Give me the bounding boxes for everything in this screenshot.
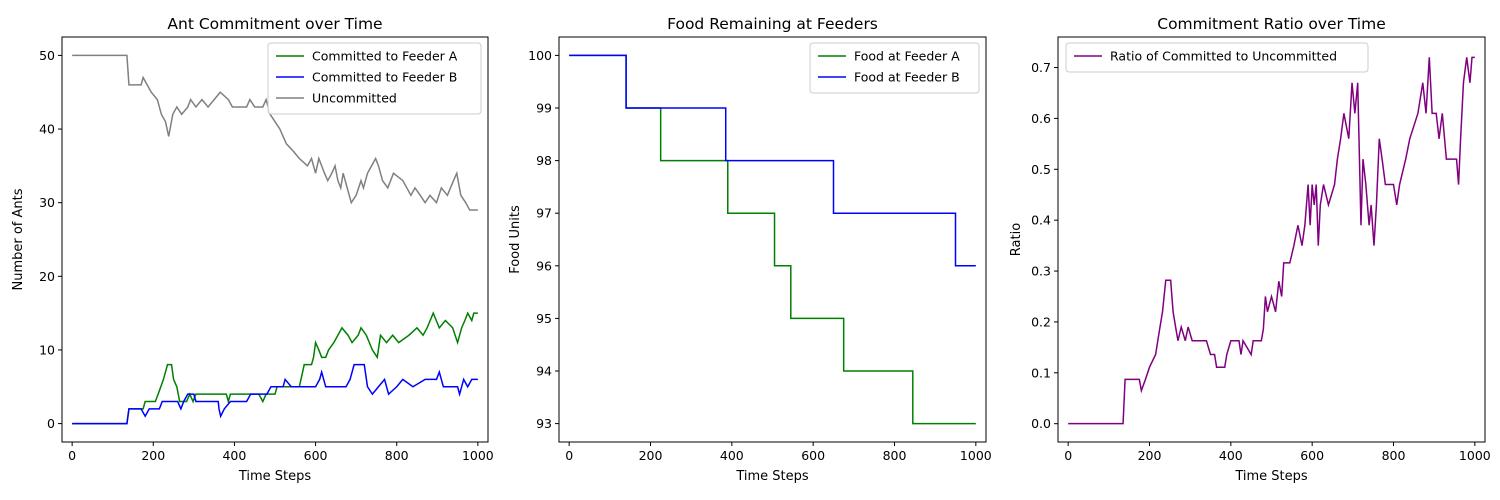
series-group (72, 54, 478, 425)
legend: Food at Feeder A Food at Feeder B (809, 42, 980, 94)
plot-frame (61, 36, 489, 443)
plot-frame (558, 36, 987, 443)
x-tick-label: 800 (385, 448, 409, 463)
y-tick-label: 10 (39, 342, 55, 357)
y-tick-label: 93 (536, 416, 552, 431)
y-tick-label: 97 (536, 206, 552, 221)
legend-label: Food at Feeder B (854, 70, 960, 85)
legend: Committed to Feeder A Committed to Feeder… (267, 42, 482, 115)
y-tick-label: 0.1 (1031, 365, 1051, 380)
y-axis-label: Ratio (1009, 223, 1024, 256)
y-tick-label: 0.7 (1031, 60, 1051, 75)
y-tick-label: 95 (536, 311, 552, 326)
x-tick-label: 200 (141, 448, 165, 463)
y-tick-label: 0.6 (1031, 111, 1051, 126)
y-tick-label: 0 (47, 416, 55, 431)
y-tick-label: 30 (39, 195, 55, 210)
y-tick-label: 0.5 (1031, 162, 1051, 177)
x-tick-label: 200 (639, 448, 663, 463)
x-tick-label: 1000 (960, 448, 992, 463)
legend-box (1065, 42, 1369, 73)
series-line-2 (569, 54, 976, 267)
x-tick-label: 600 (801, 448, 825, 463)
y-tick-label: 50 (39, 48, 55, 63)
x-axis-label: Time Steps (1234, 469, 1308, 484)
legend-label: Committed to Feeder B (312, 70, 457, 85)
series-line-3 (72, 54, 478, 211)
y-tick-label: 0.4 (1031, 213, 1051, 228)
chart-title: Commitment Ratio over Time (1157, 15, 1386, 33)
legend: Ratio of Committed to Uncommitted (1065, 42, 1369, 73)
series-group (569, 54, 976, 425)
legend-label: Food at Feeder A (854, 49, 960, 64)
y-tick-label: 96 (536, 258, 552, 273)
y-tick-label: 99 (536, 101, 552, 116)
y-axis-label: Number of Ants (11, 188, 26, 290)
y-tick-label: 0.0 (1031, 416, 1051, 431)
y-axis-label: Food Units (508, 205, 523, 274)
series-line-1 (72, 311, 478, 425)
chart-2: Food Remaining at Feeders 0 200 400 600 800 10… (508, 15, 992, 484)
x-tick-label: 600 (1300, 448, 1324, 463)
chart-3: Commitment Ratio over Time 0 200 400 600 800 1… (1009, 15, 1491, 484)
x-tick-label: 0 (68, 448, 76, 463)
legend-box (267, 42, 482, 115)
x-tick-label: 1000 (462, 448, 494, 463)
legend-box (809, 42, 980, 94)
legend-label: Ratio of Committed to Uncommitted (1110, 49, 1337, 64)
x-tick-label: 0 (1064, 448, 1072, 463)
x-tick-label: 400 (1219, 448, 1243, 463)
x-tick-label: 200 (1138, 448, 1162, 463)
chart-title: Ant Commitment over Time (167, 15, 382, 33)
x-tick-label: 400 (720, 448, 744, 463)
x-axis-label: Time Steps (735, 469, 809, 484)
y-tick-label: 0.2 (1031, 314, 1051, 329)
x-tick-label: 800 (1382, 448, 1406, 463)
x-axis-label: Time Steps (238, 469, 312, 484)
x-tick-label: 600 (304, 448, 328, 463)
legend-label: Committed to Feeder A (312, 49, 458, 64)
chart-title: Food Remaining at Feeders (667, 15, 878, 33)
x-tick-label: 400 (222, 448, 246, 463)
series-group (1068, 56, 1475, 425)
y-tick-label: 94 (536, 363, 552, 378)
y-tick-label: 40 (39, 122, 55, 137)
legend-label: Uncommitted (312, 91, 397, 106)
x-tick-label: 0 (565, 448, 573, 463)
series-line-1 (1068, 56, 1475, 425)
plot-frame (1057, 36, 1486, 443)
x-tick-label: 1000 (1459, 448, 1491, 463)
y-tick-label: 98 (536, 153, 552, 168)
y-tick-label: 0.3 (1031, 264, 1051, 279)
y-tick-label: 20 (39, 269, 55, 284)
y-tick-label: 100 (528, 48, 552, 63)
series-line-1 (569, 54, 976, 425)
series-line-2 (72, 363, 478, 425)
x-tick-label: 800 (883, 448, 907, 463)
